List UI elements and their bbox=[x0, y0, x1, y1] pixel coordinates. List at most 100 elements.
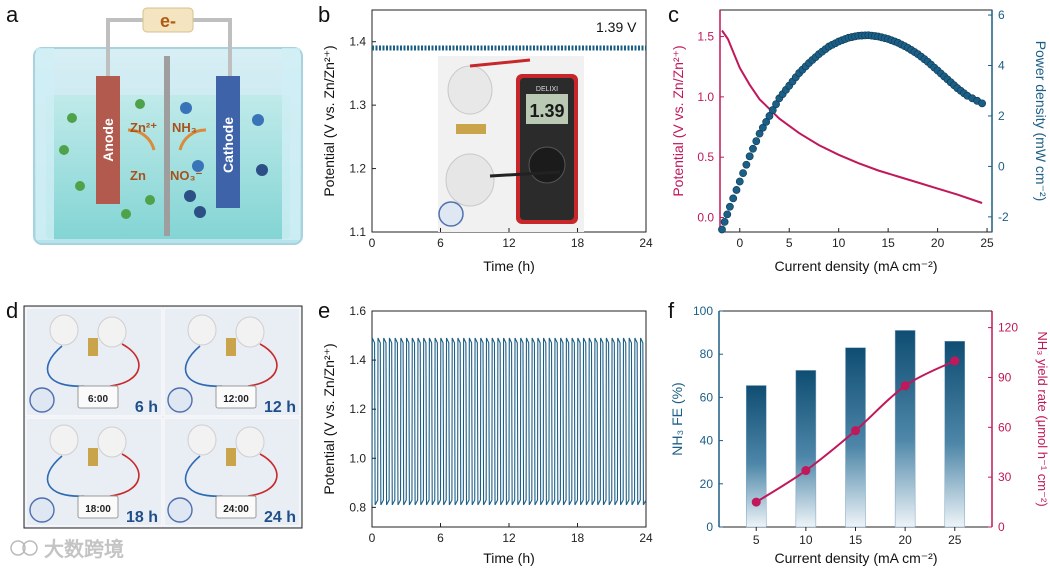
meter-brand: DELIXI bbox=[536, 86, 558, 93]
zn-ion bbox=[75, 181, 85, 191]
zn-ion bbox=[121, 209, 131, 219]
chart-c-power-point bbox=[752, 137, 761, 146]
electrode-clip bbox=[226, 338, 236, 356]
red-wire bbox=[109, 343, 140, 387]
zn-ion bbox=[145, 195, 155, 205]
meter-lcd bbox=[526, 94, 568, 124]
panel-label-e: e bbox=[318, 298, 330, 323]
electrode-clip bbox=[456, 124, 486, 134]
chart-c-ytick-left-label: 0.5 bbox=[697, 150, 714, 164]
chart-f-ytick-left-label: 60 bbox=[700, 390, 714, 404]
chart-c-power-point bbox=[755, 129, 764, 138]
chart-e-xtick-label: 6 bbox=[437, 531, 444, 545]
chart-b-xtick-label: 12 bbox=[502, 236, 516, 250]
university-seal bbox=[438, 201, 464, 227]
chart-b-ytick-label: 1.1 bbox=[349, 225, 366, 239]
chart-f-ytick-right-label: 60 bbox=[998, 420, 1012, 434]
chart-f-ytick-right-label: 90 bbox=[998, 370, 1012, 384]
zn-ion bbox=[67, 113, 77, 123]
no3-label: NO₃⁻ bbox=[170, 168, 203, 183]
chart-c-power-point bbox=[745, 152, 754, 161]
timer-reading: 6:00 bbox=[88, 394, 108, 405]
chart-e-xtick-label: 18 bbox=[571, 531, 585, 545]
black-probe bbox=[489, 170, 561, 178]
zn-label: Zn bbox=[130, 168, 146, 183]
watermark-text: 大数跨境 bbox=[44, 537, 124, 561]
chart-f-ylabel-right: NH₃ yield rate (μmol h⁻¹ cm⁻²) bbox=[1035, 331, 1050, 506]
chart-c-power-point bbox=[718, 225, 726, 234]
chart-c-power-point bbox=[723, 210, 732, 219]
chart-b: DELIXI 1.39 1.39 V 0 6 12 18 24 1.1 1.2 1.3 1.4… bbox=[321, 9, 653, 274]
watermark: 大数跨境 bbox=[10, 537, 124, 561]
chart-f-ytick-left-label: 0 bbox=[706, 520, 713, 534]
chart-c-power-point bbox=[732, 186, 741, 194]
chart-c-frame bbox=[719, 9, 993, 233]
cathode-reaction-arrow bbox=[178, 128, 207, 151]
photo-cell: 6:00 6 h bbox=[25, 307, 163, 417]
nh3-label: NH₃ bbox=[172, 120, 197, 135]
chart-c-power-point bbox=[742, 160, 751, 169]
electron-label: e- bbox=[160, 11, 176, 31]
chart-e-xtick-label: 24 bbox=[639, 531, 653, 545]
nh3-molecule bbox=[252, 114, 264, 126]
chart-b-xtick-label: 24 bbox=[639, 236, 653, 250]
university-seal bbox=[167, 387, 193, 413]
chart-c-power-point bbox=[725, 202, 734, 211]
chart-b-xtick-label: 6 bbox=[437, 236, 444, 250]
timer-reading: 12:00 bbox=[223, 394, 249, 405]
chart-c-xtick-label: 15 bbox=[881, 236, 895, 250]
chart-b-ytick-label: 1.3 bbox=[349, 98, 366, 112]
watermark-icon bbox=[22, 540, 38, 556]
chart-e-series-line bbox=[371, 337, 647, 506]
photo-time-label: 12 h bbox=[264, 399, 296, 416]
chart-f-ytick-left-label: 80 bbox=[700, 347, 714, 361]
chart-f-ytick-right-label: 120 bbox=[998, 321, 1018, 335]
chart-c-ytick-right-label: 6 bbox=[998, 8, 1005, 22]
chart-c-power-point bbox=[765, 112, 774, 120]
chart-c-xtick-label: 10 bbox=[832, 236, 846, 250]
photo-time-label: 18 h bbox=[126, 509, 158, 526]
chart-b-xlabel: Time (h) bbox=[483, 258, 535, 274]
cell-cap-bottom bbox=[445, 153, 495, 207]
chart-b-xtick-label: 18 bbox=[571, 236, 585, 250]
meter-dial bbox=[528, 146, 566, 184]
panel-label-f: f bbox=[668, 298, 675, 323]
chart-c-power-point bbox=[720, 218, 729, 226]
chart-c: 0 5 10 15 20 25 0.0 0.5 1.0 1.5 -2 0 2 4 6 Current d… bbox=[670, 8, 1049, 274]
university-seal bbox=[167, 497, 193, 523]
university-seal bbox=[29, 497, 55, 523]
timer-display bbox=[215, 385, 257, 409]
cell-cap bbox=[235, 426, 265, 458]
chart-e-ylabel: Potential (V vs. Zn/Zn²⁺) bbox=[321, 343, 337, 494]
cell-cap bbox=[187, 314, 217, 346]
chart-c-power-point bbox=[978, 99, 987, 108]
cell-cap bbox=[97, 316, 127, 348]
chart-c-xtick-label: 0 bbox=[736, 236, 743, 250]
chart-f-xtick-label: 15 bbox=[849, 533, 863, 547]
panel-a-schematic: e- Anode Cathode Zn²⁺ Zn NH₃ NO₃⁻ bbox=[33, 7, 303, 245]
chart-c-power-point bbox=[739, 169, 747, 178]
university-seal bbox=[29, 387, 55, 413]
chart-c-ytick-left-label: 1.0 bbox=[697, 90, 714, 104]
nh3-molecule bbox=[192, 160, 204, 172]
cell-cap bbox=[187, 424, 217, 456]
cell-cap bbox=[49, 314, 79, 346]
chart-c-xtick-label: 25 bbox=[980, 236, 994, 250]
red-wire bbox=[247, 453, 278, 497]
chart-c-ytick-left-label: 1.5 bbox=[697, 30, 714, 44]
chart-c-power-point bbox=[768, 106, 777, 114]
panel-label-d: d bbox=[6, 298, 18, 323]
photo-cell: 24:00 24 h bbox=[163, 417, 301, 527]
timer-display bbox=[215, 495, 257, 519]
chart-b-xtick-label: 0 bbox=[369, 236, 376, 250]
electrode-clip bbox=[88, 448, 98, 466]
photo-cell: 12:00 12 h bbox=[163, 307, 301, 417]
blue-wire bbox=[46, 345, 85, 387]
chart-c-ytick-left-label: 0.0 bbox=[697, 211, 714, 225]
chart-f-ytick-left-label: 100 bbox=[693, 304, 713, 318]
red-wire bbox=[247, 343, 278, 387]
timer-reading: 18:00 bbox=[85, 504, 111, 515]
chart-c-ytick-right-label: 4 bbox=[998, 59, 1005, 73]
chart-c-power-point bbox=[772, 100, 780, 109]
anode-label: Anode bbox=[100, 118, 116, 162]
